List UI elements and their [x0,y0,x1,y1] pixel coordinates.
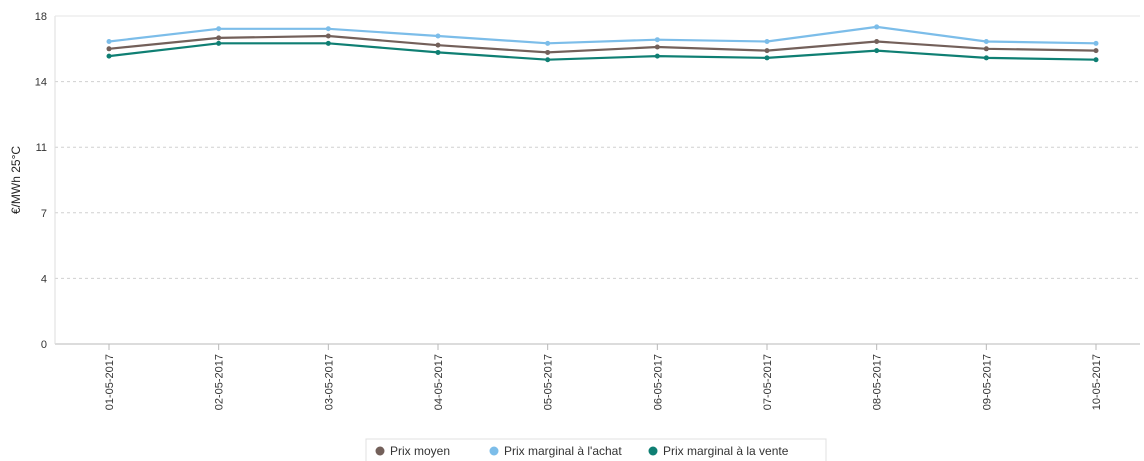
data-point[interactable] [325,33,331,39]
series-line [107,25,1098,45]
data-point[interactable] [1093,40,1099,46]
x-tick-label: 06-05-2017 [652,354,664,410]
data-point[interactable] [764,55,770,61]
y-axis-title: €/MWh 25°C [9,146,23,214]
y-tick-label: 18 [35,11,47,23]
data-point[interactable] [216,26,222,32]
data-point[interactable] [216,40,222,46]
data-point[interactable] [106,46,112,52]
legend-marker [375,446,385,456]
data-point[interactable] [216,35,222,41]
data-point[interactable] [435,42,441,48]
x-tick-label: 02-05-2017 [214,354,226,410]
data-point[interactable] [654,44,660,50]
x-tick-label: 09-05-2017 [981,354,993,410]
data-point[interactable] [874,39,880,45]
series-1 [106,24,1099,46]
grid-lines [55,15,1140,279]
legend-label: Prix marginal à la vente [663,444,789,458]
legend-box [365,438,827,461]
data-point[interactable] [654,37,660,43]
x-tick-label: 01-05-2017 [104,354,116,410]
data-point[interactable] [545,57,551,63]
data-point[interactable] [106,39,112,45]
data-point[interactable] [983,46,989,52]
legend-label: Prix marginal à l'achat [504,444,622,458]
data-point[interactable] [106,53,112,59]
x-tick-label: 03-05-2017 [323,354,335,410]
data-point[interactable] [325,40,331,46]
y-tick-label: 4 [41,273,47,285]
data-point[interactable] [983,39,989,45]
series-2 [106,40,1099,63]
data-point[interactable] [435,33,441,39]
series-line [107,42,1098,61]
legend-marker [489,446,499,456]
data-point[interactable] [983,55,989,61]
x-tick-label: 04-05-2017 [433,354,445,410]
data-point[interactable] [764,48,770,54]
data-point[interactable] [874,48,880,54]
x-tick-label: 07-05-2017 [762,354,774,410]
legend-item[interactable]: Prix marginal à l'achat [489,444,623,458]
data-point[interactable] [325,26,331,32]
data-point[interactable] [1093,57,1099,63]
data-point[interactable] [874,24,880,30]
data-point[interactable] [764,39,770,45]
data-point[interactable] [654,53,660,59]
axes: €/MWh 25°C 0 4 7 11 14 18 01-05-2017 02-05-2017… [9,11,1140,410]
series-0 [106,33,1099,55]
data-point[interactable] [435,49,441,55]
series-lines [106,24,1099,63]
y-tick-label: 11 [36,142,47,154]
legend-marker [648,446,658,456]
y-tick-label: 14 [35,77,47,89]
x-tick-label: 08-05-2017 [872,354,884,410]
x-tick-label: 10-05-2017 [1091,354,1103,410]
data-point[interactable] [1093,48,1099,54]
legend[interactable]: Prix moyen Prix marginal à l'achat Prix ma… [365,438,827,461]
y-tick-label: 0 [41,339,47,351]
legend-label: Prix moyen [390,444,450,458]
legend-item[interactable]: Prix moyen [375,444,451,458]
series-line [107,34,1098,54]
y-tick-label: 7 [41,208,47,220]
legend-item[interactable]: Prix marginal à la vente [648,444,789,458]
data-point[interactable] [545,49,551,55]
x-tick-label: 05-05-2017 [543,354,555,410]
data-point[interactable] [545,40,551,46]
